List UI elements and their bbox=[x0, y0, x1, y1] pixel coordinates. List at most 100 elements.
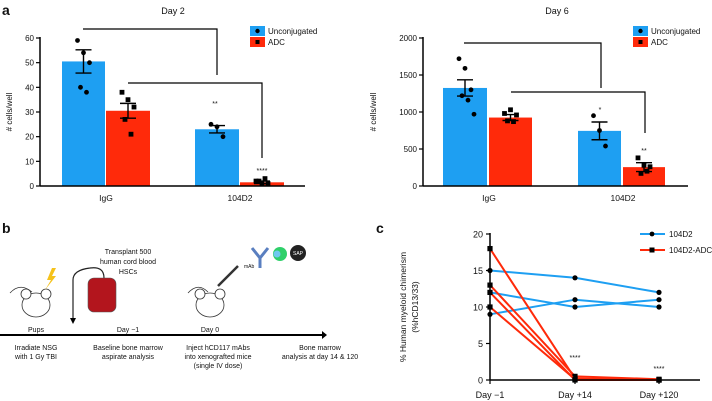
bar-unconjugated-igg bbox=[62, 61, 105, 186]
mouse-pup-icon bbox=[9, 286, 52, 318]
schematic: Pups Transplant 500 human cord blood HSC… bbox=[0, 245, 358, 370]
legend-label-104d2-adc: 104D2-ADC bbox=[669, 246, 712, 255]
data-point bbox=[265, 181, 271, 186]
significance-stars: **** bbox=[654, 366, 665, 373]
data-point bbox=[505, 118, 510, 124]
data-point bbox=[597, 128, 602, 133]
timeline-arrow-icon bbox=[322, 331, 327, 339]
transplant-line1: Transplant 500 bbox=[105, 249, 152, 256]
significance-stars: ** bbox=[212, 101, 218, 108]
data-point bbox=[256, 178, 262, 184]
chart-chimerism: % Human myeloid chimerism (%hCD13/33) 0 5 10… bbox=[398, 230, 712, 401]
data-point bbox=[259, 181, 265, 186]
down-arrow-icon bbox=[70, 318, 76, 324]
y-tick-label: 10 bbox=[473, 303, 483, 313]
antibody-icon bbox=[250, 247, 270, 268]
legend-marker-circle bbox=[255, 28, 260, 34]
data-point bbox=[75, 38, 80, 43]
significance-stars: * bbox=[599, 107, 602, 114]
sap-label: SAP bbox=[293, 251, 304, 257]
legend-marker-circle bbox=[638, 28, 643, 34]
legend-label-unconjugated: Unconjugated bbox=[268, 27, 317, 36]
significance-stars: **** bbox=[257, 168, 268, 175]
day0-label: Day 0 bbox=[201, 327, 219, 334]
step3-line2: into xenografted mice bbox=[185, 354, 252, 361]
x-tick-label: 104D2 bbox=[610, 193, 635, 203]
data-point bbox=[456, 56, 462, 62]
significance-bracket bbox=[511, 91, 646, 133]
data-point bbox=[125, 97, 131, 103]
data-point bbox=[508, 107, 513, 113]
syringe-icon bbox=[217, 265, 239, 287]
chart-title: Day 2 bbox=[161, 6, 185, 16]
chart-day6: Day 6 # cells/well 0 500 1000 1500 2000 IgG 104D… bbox=[369, 6, 700, 203]
data-point bbox=[572, 373, 578, 379]
day-minus1-label: Day −1 bbox=[117, 327, 139, 334]
legend-label-104d2: 104D2 bbox=[669, 230, 693, 239]
step3-line3: (single IV dose) bbox=[194, 363, 243, 370]
x-tick-label: 104D2 bbox=[227, 193, 252, 203]
y-tick-label: 0 bbox=[413, 182, 418, 191]
pups-label: Pups bbox=[28, 327, 44, 334]
legend-marker-square bbox=[255, 40, 260, 44]
data-point bbox=[78, 84, 83, 90]
panel-label-c: c bbox=[376, 220, 384, 236]
significance-stars: **** bbox=[570, 355, 581, 362]
x-tick-label: Day +120 bbox=[640, 390, 679, 400]
data-point bbox=[208, 121, 214, 127]
data-point bbox=[131, 104, 137, 110]
legend-marker-circle bbox=[649, 231, 655, 237]
data-point bbox=[462, 65, 468, 71]
data-point bbox=[656, 289, 662, 295]
step2-line1: Baseline bone marrow bbox=[93, 345, 164, 352]
step2-line2: aspirate analysis bbox=[102, 354, 155, 361]
y-tick-label: 40 bbox=[25, 83, 34, 92]
data-point bbox=[122, 117, 128, 122]
bar-adc-104d2 bbox=[623, 167, 665, 186]
y-tick-label: 1000 bbox=[399, 108, 417, 117]
legend-label-adc: ADC bbox=[651, 38, 668, 47]
significance-bracket bbox=[83, 28, 218, 75]
chart-day2: Day 2 # cells/well 0 10 20 30 40 50 60 IgG 104D2 **… bbox=[5, 6, 317, 203]
panel-label-a: a bbox=[2, 2, 10, 18]
data-point bbox=[635, 155, 641, 161]
y-tick-label: 5 bbox=[478, 339, 483, 349]
y-tick-label: 50 bbox=[25, 59, 34, 68]
blood-bag-icon bbox=[87, 277, 117, 313]
data-point bbox=[220, 134, 226, 140]
data-point bbox=[119, 89, 125, 95]
chart-title: Day 6 bbox=[545, 6, 569, 16]
data-point bbox=[465, 97, 471, 103]
saporin-icon bbox=[290, 245, 306, 261]
transplant-line3: HSCs bbox=[119, 269, 138, 276]
x-tick-label: Day +14 bbox=[558, 390, 592, 400]
biotin-icon bbox=[273, 250, 281, 258]
data-point bbox=[572, 275, 578, 281]
y-tick-label: 20 bbox=[25, 133, 34, 142]
data-point bbox=[459, 93, 465, 99]
y-axis-label-line2: (%hCD13/33) bbox=[410, 281, 420, 333]
data-point bbox=[502, 111, 507, 116]
data-point bbox=[656, 304, 662, 310]
y-tick-label: 0 bbox=[478, 376, 483, 386]
data-point bbox=[644, 168, 650, 174]
transplant-line2: human cord blood bbox=[100, 259, 156, 266]
data-point bbox=[572, 297, 578, 303]
legend-label-adc: ADC bbox=[268, 38, 285, 47]
legend-label-unconjugated: Unconjugated bbox=[651, 27, 700, 36]
step4-line2: analysis at day 14 & 120 bbox=[282, 354, 358, 361]
bar-adc-igg bbox=[106, 110, 150, 186]
data-point bbox=[128, 131, 134, 137]
data-point bbox=[87, 60, 92, 66]
y-tick-label: 1500 bbox=[399, 71, 417, 80]
bar-adc-igg bbox=[489, 117, 532, 186]
step1-line2: with 1 Gy TBI bbox=[14, 354, 57, 361]
step1-line1: Irradiate NSG bbox=[15, 345, 58, 352]
y-tick-label: 2000 bbox=[399, 34, 417, 43]
y-tick-label: 500 bbox=[404, 145, 418, 154]
bar-unconjugated-104d2 bbox=[195, 129, 239, 186]
step4-line1: Bone marrow bbox=[299, 345, 342, 352]
data-point bbox=[468, 87, 474, 93]
